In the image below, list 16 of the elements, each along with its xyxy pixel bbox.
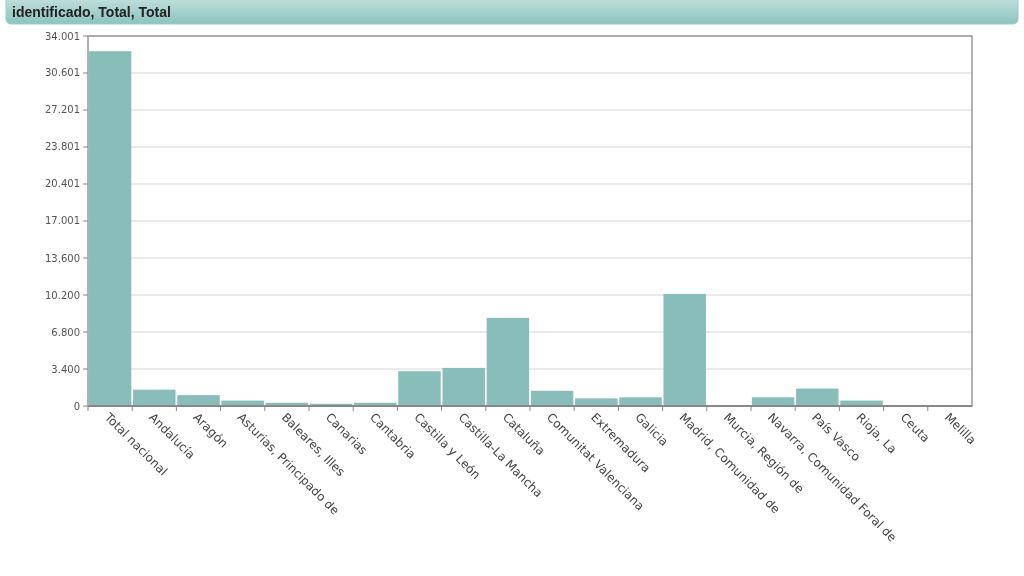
chart-title: identificado, Total, Total — [12, 4, 171, 20]
bar — [530, 390, 574, 406]
y-tick-label: 10.200 — [45, 289, 80, 301]
bar — [486, 317, 530, 406]
y-tick-label: 3.400 — [51, 363, 80, 375]
y-tick-label: 13.600 — [45, 252, 80, 264]
bar — [88, 51, 132, 406]
y-tick-label: 0 — [73, 400, 80, 412]
y-tick-label: 23.801 — [45, 141, 80, 153]
bar — [751, 397, 795, 406]
y-tick-label: 30.601 — [45, 67, 80, 79]
y-tick-label: 34.001 — [45, 30, 80, 42]
y-tick-label: 20.401 — [45, 178, 80, 190]
y-tick-label: 17.001 — [45, 215, 80, 227]
y-tick-label: 27.201 — [45, 104, 80, 116]
y-tick-label: 6.800 — [51, 326, 80, 338]
